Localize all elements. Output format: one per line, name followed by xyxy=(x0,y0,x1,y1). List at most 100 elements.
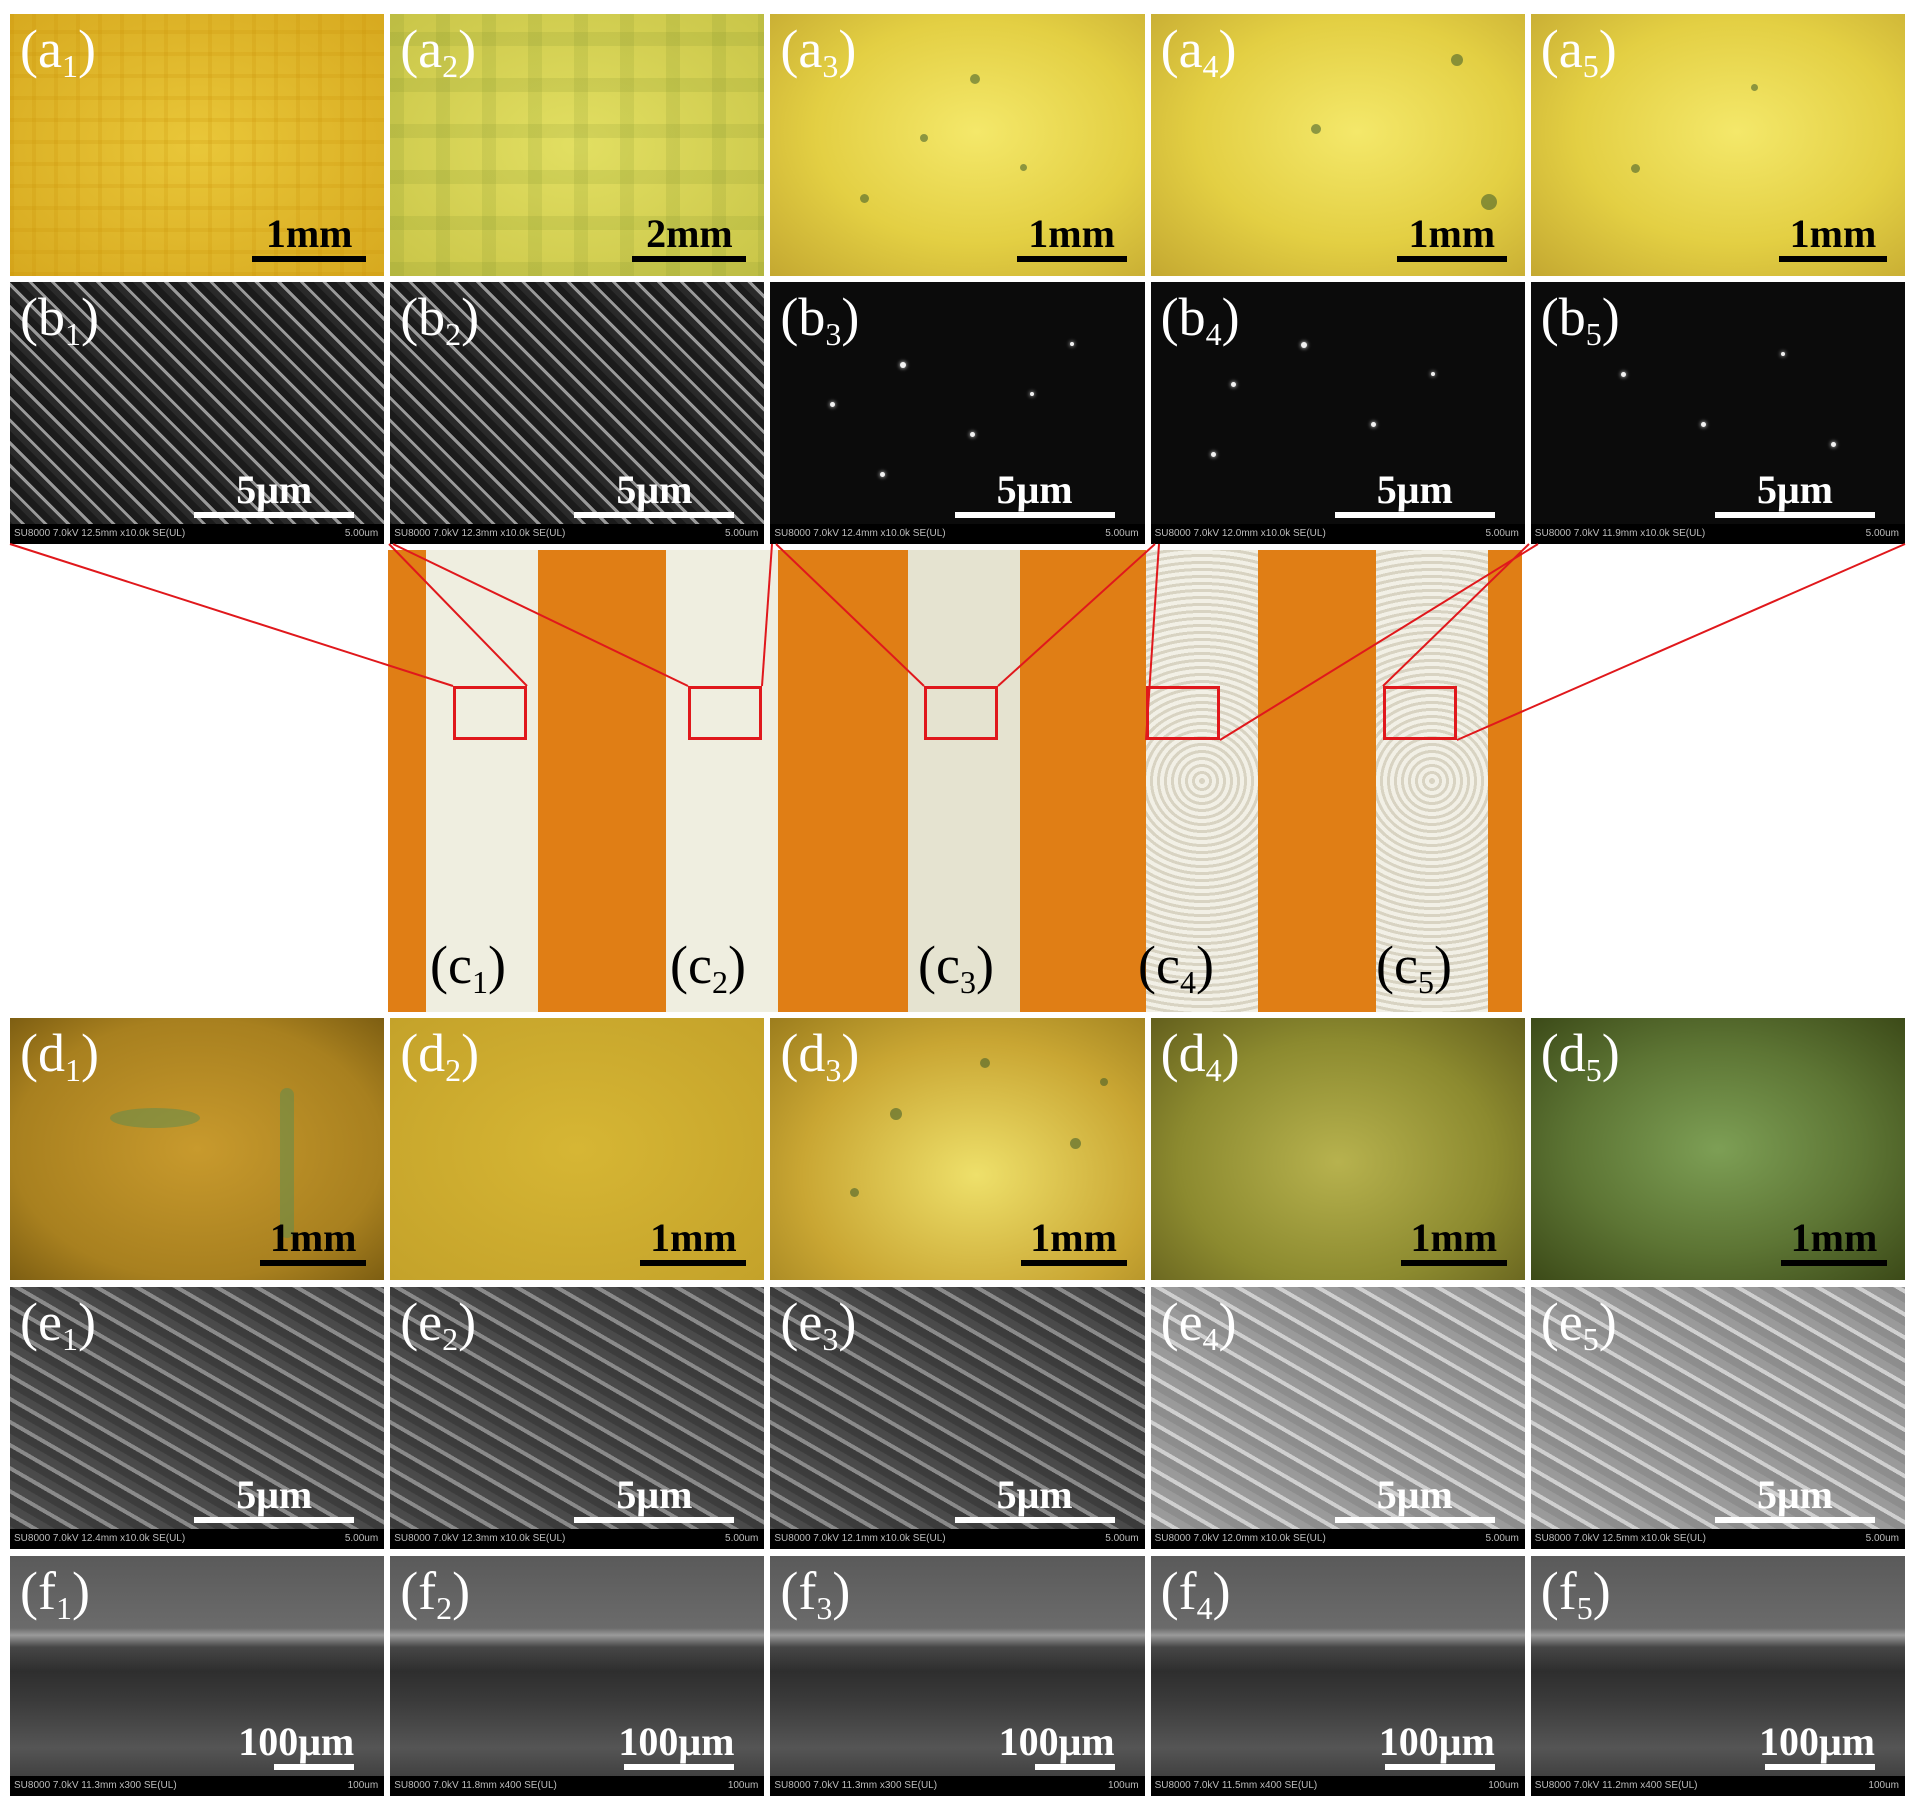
panel-label: (e2) xyxy=(400,1292,477,1357)
row-d-optical: (d1) 1mm (d2) 1mm (d3) 1mm (d4) 1mm (d5)… xyxy=(10,1018,1905,1280)
sem-info-bar: SU8000 7.0kV 12.1mm x10.0k SE(UL) 5.00um xyxy=(770,1529,1145,1549)
panel-label: (b5) xyxy=(1540,287,1620,352)
scale-bar: 5μm xyxy=(1334,470,1495,518)
panel-a2: (a2) 2mm xyxy=(390,14,765,276)
strip-label-c5: (c5) xyxy=(1376,935,1452,1000)
panel-e3: (e3) 5μm SU8000 7.0kV 12.1mm x10.0k SE(U… xyxy=(770,1287,1145,1549)
panel-b5: (b5) 5μm SU8000 7.0kV 11.9mm x10.0k SE(U… xyxy=(1530,282,1905,544)
panel-label: (a1) xyxy=(20,19,96,84)
scale-bar: 100μm xyxy=(238,1722,355,1770)
sem-info-bar: SU8000 7.0kV 12.4mm x10.0k SE(UL) 5.00um xyxy=(10,1529,385,1549)
strip-label-c2: (c2) xyxy=(670,935,746,1000)
panel-label: (f4) xyxy=(1160,1561,1231,1626)
scale-bar: 100μm xyxy=(999,1722,1115,1770)
panel-label: (a4) xyxy=(1160,19,1237,84)
scale-bar: 1mm xyxy=(1396,214,1507,262)
panel-label: (a2) xyxy=(400,19,477,84)
panel-label: (e5) xyxy=(1540,1292,1617,1357)
panel-label: (f5) xyxy=(1540,1561,1611,1626)
panel-label: (d5) xyxy=(1540,1023,1620,1088)
zoom-box-c4 xyxy=(1146,686,1220,740)
panel-label: (d3) xyxy=(780,1023,860,1088)
row-e-sem: (e1) 5μm SU8000 7.0kV 12.4mm x10.0k SE(U… xyxy=(10,1287,1905,1549)
photo-strips: (c1) (c2) (c3) (c4) (c5) xyxy=(388,550,1522,1012)
row-b-sem: (b1) 5μm SU8000 7.0kV 12.5mm x10.0k SE(U… xyxy=(10,282,1905,544)
panel-label: (e4) xyxy=(1160,1292,1237,1357)
panel-label: (e1) xyxy=(20,1292,96,1357)
panel-label: (d2) xyxy=(400,1023,480,1088)
scale-bar: 1mm xyxy=(1016,214,1127,262)
zoom-box-c2 xyxy=(688,686,762,740)
panel-b3: (b3) 5μm SU8000 7.0kV 12.4mm x10.0k SE(U… xyxy=(770,282,1145,544)
panel-e4: (e4) 5μm SU8000 7.0kV 12.0mm x10.0k SE(U… xyxy=(1150,1287,1525,1549)
zoom-box-c3 xyxy=(924,686,998,740)
panel-label: (f3) xyxy=(780,1561,851,1626)
scale-bar: 1mm xyxy=(640,1218,747,1266)
panel-f5: (f5) 100μm SU8000 7.0kV 11.2mm x400 SE(U… xyxy=(1530,1556,1905,1796)
zoom-box-c1 xyxy=(453,686,527,740)
panel-label: (b2) xyxy=(400,287,480,352)
sem-info-bar: SU8000 7.0kV 12.5mm x10.0k SE(UL) 5.00um xyxy=(10,524,385,544)
scale-bar: 1mm xyxy=(1779,214,1887,262)
sem-info-bar: SU8000 7.0kV 11.3mm x300 SE(UL) 100um xyxy=(770,1776,1145,1796)
strip-label-c1: (c1) xyxy=(430,935,506,1000)
scale-bar: 2mm xyxy=(632,214,747,262)
panel-label: (f1) xyxy=(20,1561,90,1626)
panel-a4: (a4) 1mm xyxy=(1150,14,1525,276)
sem-info-bar: SU8000 7.0kV 11.9mm x10.0k SE(UL) 5.00um xyxy=(1530,524,1905,544)
sem-info-bar: SU8000 7.0kV 12.0mm x10.0k SE(UL) 5.00um xyxy=(1150,524,1525,544)
scale-bar: 5μm xyxy=(1334,1475,1495,1523)
sem-info-bar: SU8000 7.0kV 12.0mm x10.0k SE(UL) 5.00um xyxy=(1150,1529,1525,1549)
sem-info-bar: SU8000 7.0kV 11.3mm x300 SE(UL) 100um xyxy=(10,1776,385,1796)
panel-label: (d1) xyxy=(20,1023,99,1088)
row-a-optical: (a1) 1mm (a2) 2mm (a3) 1mm (a4) 1mm (a5)… xyxy=(10,14,1905,276)
panel-label: (a5) xyxy=(1540,19,1617,84)
panel-label: (d4) xyxy=(1160,1023,1240,1088)
panel-b1: (b1) 5μm SU8000 7.0kV 12.5mm x10.0k SE(U… xyxy=(10,282,385,544)
panel-d2: (d2) 1mm xyxy=(390,1018,765,1280)
scale-bar: 5μm xyxy=(954,470,1115,518)
connector-line xyxy=(9,543,454,687)
zoom-box-c5 xyxy=(1383,686,1457,740)
scale-bar: 5μm xyxy=(1715,1475,1875,1523)
panel-d3: (d3) 1mm xyxy=(770,1018,1145,1280)
scale-bar: 1mm xyxy=(252,214,367,262)
scale-bar: 5μm xyxy=(574,1475,735,1523)
panel-f3: (f3) 100μm SU8000 7.0kV 11.3mm x300 SE(U… xyxy=(770,1556,1145,1796)
scale-bar: 1mm xyxy=(1781,1218,1887,1266)
panel-b4: (b4) 5μm SU8000 7.0kV 12.0mm x10.0k SE(U… xyxy=(1150,282,1525,544)
panel-e1: (e1) 5μm SU8000 7.0kV 12.4mm x10.0k SE(U… xyxy=(10,1287,385,1549)
sem-info-bar: SU8000 7.0kV 12.3mm x10.0k SE(UL) 5.00um xyxy=(390,1529,765,1549)
scale-bar: 1mm xyxy=(1020,1218,1127,1266)
scale-bar: 1mm xyxy=(1400,1218,1507,1266)
row-f-sem-cross-section: (f1) 100μm SU8000 7.0kV 11.3mm x300 SE(U… xyxy=(10,1556,1905,1796)
sem-info-bar: SU8000 7.0kV 11.8mm x400 SE(UL) 100um xyxy=(390,1776,765,1796)
panel-b2: (b2) 5μm SU8000 7.0kV 12.3mm x10.0k SE(U… xyxy=(390,282,765,544)
scale-bar: 1mm xyxy=(260,1218,367,1266)
panel-a1: (a1) 1mm xyxy=(10,14,385,276)
panel-label: (e3) xyxy=(780,1292,857,1357)
sem-info-bar: SU8000 7.0kV 12.3mm x10.0k SE(UL) 5.00um xyxy=(390,524,765,544)
scale-bar: 5μm xyxy=(574,470,735,518)
scale-bar: 5μm xyxy=(194,470,355,518)
scale-bar: 100μm xyxy=(618,1722,735,1770)
sem-info-bar: SU8000 7.0kV 12.5mm x10.0k SE(UL) 5.00um xyxy=(1530,1529,1905,1549)
panel-f2: (f2) 100μm SU8000 7.0kV 11.8mm x400 SE(U… xyxy=(390,1556,765,1796)
sem-info-bar: SU8000 7.0kV 12.4mm x10.0k SE(UL) 5.00um xyxy=(770,524,1145,544)
panel-a3: (a3) 1mm xyxy=(770,14,1145,276)
scale-bar: 100μm xyxy=(1379,1722,1495,1770)
scale-bar: 5μm xyxy=(194,1475,355,1523)
panel-d1: (d1) 1mm xyxy=(10,1018,385,1280)
panel-label: (b1) xyxy=(20,287,99,352)
strip-label-c3: (c3) xyxy=(918,935,994,1000)
sem-info-bar: SU8000 7.0kV 11.5mm x400 SE(UL) 100um xyxy=(1150,1776,1525,1796)
connector-line xyxy=(1456,543,1906,741)
panel-label: (a3) xyxy=(780,19,857,84)
panel-f1: (f1) 100μm SU8000 7.0kV 11.3mm x300 SE(U… xyxy=(10,1556,385,1796)
panel-d4: (d4) 1mm xyxy=(1150,1018,1525,1280)
scale-bar: 5μm xyxy=(1715,470,1875,518)
panel-label: (f2) xyxy=(400,1561,471,1626)
scale-bar: 100μm xyxy=(1759,1722,1875,1770)
panel-e2: (e2) 5μm SU8000 7.0kV 12.3mm x10.0k SE(U… xyxy=(390,1287,765,1549)
scale-bar: 5μm xyxy=(954,1475,1115,1523)
